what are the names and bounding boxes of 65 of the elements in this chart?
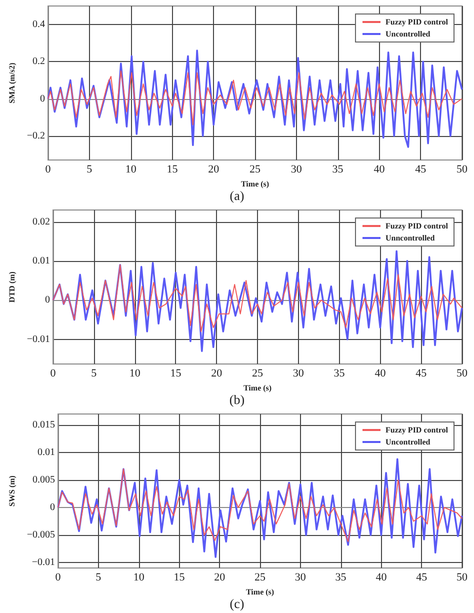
y-tick-label: 0.01: [32, 255, 50, 266]
x-tick-label: 40: [376, 572, 388, 584]
x-tick-label: 45: [416, 572, 428, 584]
x-tick-label: 35: [334, 368, 346, 380]
legend-label: Unncontrolled: [385, 234, 436, 242]
x-tick-label: 15: [174, 572, 186, 584]
x-tick-label: 40: [374, 164, 386, 176]
legend-label: Fuzzy PID control: [385, 222, 449, 230]
x-tick-label: 30: [290, 164, 302, 176]
y-tick-label: 0.01: [38, 447, 56, 458]
x-tick-label: 30: [294, 572, 306, 584]
text: (a): [230, 188, 244, 203]
x-tick-label: 35: [335, 572, 347, 584]
line-series: [52, 250, 463, 352]
y-tick-label: 0: [50, 502, 56, 513]
x-tick-label: 45: [415, 164, 427, 176]
y-tick-label: 0.2: [32, 56, 46, 68]
x-tick-label: 20: [211, 368, 223, 380]
legend-label: Uncontrolled: [385, 30, 431, 38]
x-tick-label: 15: [166, 164, 178, 176]
x-tick-label: 20: [214, 572, 226, 584]
x-tick-label: 10: [125, 164, 137, 176]
legend-label: Fuzzy PID control: [385, 426, 449, 434]
legend-label: Fuzzy PID control: [385, 18, 449, 26]
y-tick-label: 0: [40, 93, 46, 104]
x-tick-label: 35: [332, 164, 344, 176]
y-axis-title: SWS (m): [8, 475, 16, 506]
x-tick-label: 25: [252, 368, 264, 380]
x-tick-label: 40: [374, 368, 386, 380]
y-axis-title: SMA (m/s2): [8, 62, 16, 104]
y-tick-label: 0.02: [32, 216, 50, 228]
x-tick-label: 25: [254, 572, 266, 584]
x-tick-label: 50: [456, 368, 468, 380]
x-tick-label: 5: [86, 164, 93, 176]
legend-label: Uncontrolled: [385, 438, 431, 446]
x-tick-label: 20: [208, 164, 220, 176]
x-tick-label: 5: [91, 368, 98, 380]
y-tick-label: 0: [45, 294, 50, 306]
x-tick-label: 25: [250, 164, 262, 176]
x-axis-title: Time (s): [243, 384, 272, 392]
y-tick-label: −0.005: [26, 530, 56, 540]
y-tick-label: −0.01: [26, 334, 50, 345]
line-series: [47, 50, 463, 148]
line-series: [58, 468, 462, 542]
line-series: [48, 70, 462, 126]
y-tick-label: 0.005: [32, 474, 56, 486]
x-axis-title: Time (s): [246, 588, 274, 596]
x-tick-label: 15: [170, 368, 182, 380]
x-tick-label: 30: [292, 368, 304, 380]
x-tick-label: 45: [416, 368, 428, 380]
y-axis-title: DTD (m): [8, 271, 16, 302]
x-tick-label: 10: [133, 572, 145, 584]
x-tick-label: 50: [456, 164, 468, 176]
x-tick-label: 10: [129, 368, 141, 380]
text: (c): [230, 596, 244, 611]
text: (b): [229, 392, 245, 407]
y-tick-label: 0.4: [32, 19, 46, 30]
y-tick-label: 0.015: [32, 420, 56, 430]
y-tick-label: −0.2: [26, 130, 46, 142]
x-tick-label: 5: [96, 572, 102, 584]
line-series: [57, 458, 463, 558]
line-series: [52, 264, 462, 332]
x-tick-label: 50: [456, 572, 468, 584]
y-tick-label: −0.01: [32, 557, 56, 568]
x-axis-title: Time (s): [240, 180, 270, 188]
